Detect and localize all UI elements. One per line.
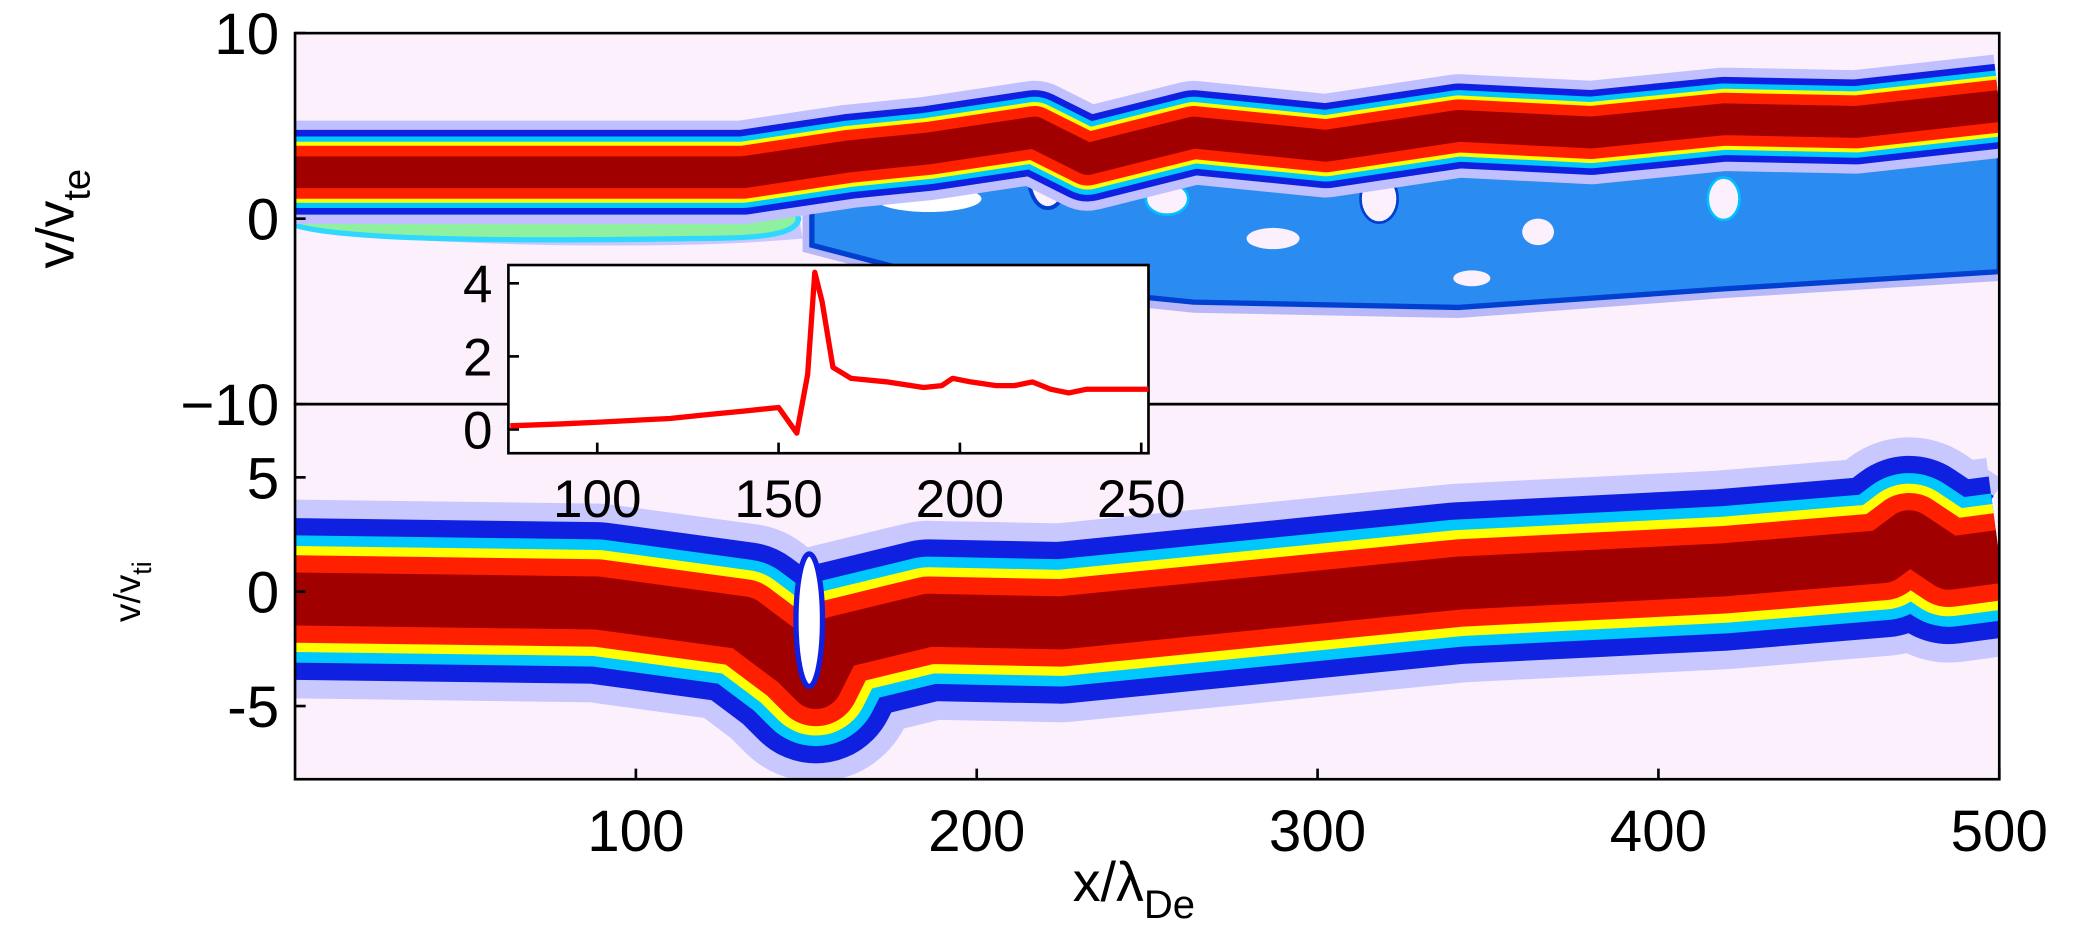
data-line	[510, 269, 1149, 436]
y-axis-label: v/vte	[27, 169, 99, 269]
x-tick-label: 400	[1610, 799, 1707, 864]
x-tick-label: 500	[1951, 799, 2048, 864]
y-tick-label: 5	[247, 446, 279, 511]
axis-label-subscript: te	[56, 169, 99, 201]
axis-label-subscript: ti	[127, 561, 157, 574]
electron-phase-space	[295, 33, 2000, 405]
x-tick-label: 300	[1269, 799, 1366, 864]
x-axis-label: x/λDe	[1073, 851, 1195, 925]
axis-label-text: x/λ	[1073, 851, 1144, 913]
x-tick-label: 200	[928, 799, 1025, 864]
y-tick-label: -5	[227, 675, 279, 740]
x-tick-label: 200	[916, 470, 1004, 529]
axis-label-subscript: De	[1144, 883, 1195, 925]
x-tick-label: 100	[587, 799, 684, 864]
ion-phase-space	[295, 404, 2000, 780]
y-axis-label: v/vti	[106, 561, 157, 622]
x-tick-label: 250	[1097, 470, 1185, 529]
inset-frame	[507, 263, 1150, 455]
y-tick-label: 10	[214, 2, 279, 67]
x-tick-label: 100	[553, 470, 641, 529]
y-tick-label: −10	[180, 373, 279, 438]
y-tick-label: 4	[463, 255, 492, 314]
x-tick-label: 150	[734, 470, 822, 529]
y-tick-label: 2	[463, 328, 492, 387]
axis-label-text: v/v	[106, 574, 148, 622]
y-tick-label: 0	[463, 402, 492, 461]
axis-label-text: v/v	[27, 200, 86, 268]
y-tick-label: 0	[247, 188, 279, 253]
y-tick-label: 0	[247, 561, 279, 626]
